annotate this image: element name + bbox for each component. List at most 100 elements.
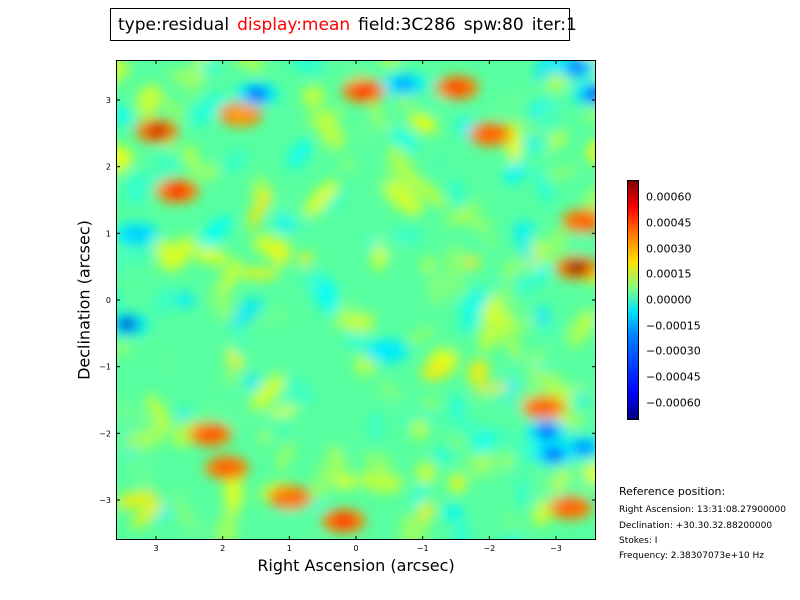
texture-blob [262, 414, 293, 439]
texture-blob [323, 191, 350, 213]
heatmap-feature [566, 61, 588, 75]
texture-blob [385, 181, 424, 215]
title-display: display:mean [237, 14, 351, 35]
texture-blob [504, 159, 527, 185]
texture-blob [430, 152, 450, 171]
texture-blob [356, 120, 373, 148]
texture-blob [485, 390, 523, 420]
texture-blob [398, 516, 430, 539]
texture-blob [117, 143, 134, 167]
texture-blob [154, 150, 179, 174]
texture-blob [519, 219, 536, 236]
texture-blob [170, 490, 189, 520]
texture-blob [229, 61, 264, 73]
x-tick-label: 3 [153, 544, 158, 553]
texture-blob [427, 285, 444, 307]
texture-blob [128, 455, 154, 488]
x-tick-label: 2 [220, 544, 225, 553]
texture-blob [210, 61, 226, 68]
texture-blob [544, 166, 579, 181]
x-tick-label: −3 [550, 544, 562, 553]
colorbar [627, 180, 639, 420]
y-tick-label: 3 [106, 96, 111, 105]
colorbar-tick-label: −0.00045 [646, 370, 701, 384]
texture-blob [534, 259, 551, 285]
texture-blob [271, 244, 288, 263]
texture-blob [297, 252, 314, 267]
y-tick-label: −3 [99, 496, 111, 505]
texture-blob [537, 369, 567, 402]
texture-blob [538, 228, 568, 265]
x-tick-label: 0 [353, 544, 358, 553]
colorbar-tick-label: 0.00060 [646, 190, 692, 204]
texture-blob [495, 532, 527, 539]
texture-blob [467, 358, 489, 387]
texture-blob [408, 327, 436, 343]
colorbar-tick-label: −0.00015 [646, 319, 701, 333]
texture-blob [415, 461, 437, 485]
texture-blob [459, 287, 481, 324]
title-field: field:3C286 [358, 14, 456, 35]
y-axis-label: Declination (arcsec) [74, 220, 94, 380]
texture-blob [298, 269, 320, 290]
texture-blob [215, 509, 238, 539]
heatmap-feature [352, 84, 375, 98]
texture-blob [585, 90, 595, 125]
x-tick-label: −1 [417, 544, 429, 553]
plot-title-box: type:residual display:mean field:3C286 s… [110, 8, 577, 41]
colorbar-tick-label: 0.00045 [646, 216, 692, 230]
heatmap-feature [229, 107, 252, 122]
texture-blob [224, 469, 243, 514]
reference-title: Reference position: [619, 485, 726, 498]
texture-blob [335, 477, 359, 489]
texture-blob [227, 297, 264, 328]
colorbar-tick-label: 0.00015 [646, 267, 692, 281]
colorbar-tick-label: −0.00060 [646, 396, 701, 410]
texture-blob [500, 452, 516, 470]
colorbar-tick-label: 0.00030 [646, 242, 692, 256]
texture-blob [532, 306, 551, 327]
texture-blob [408, 112, 438, 134]
texture-blob [216, 150, 249, 175]
texture-blob [153, 240, 185, 263]
texture-blob [388, 127, 420, 152]
texture-blob [179, 522, 221, 539]
texture-blob [449, 520, 471, 539]
texture-blob [586, 140, 595, 165]
texture-blob [273, 213, 296, 233]
texture-blob [164, 98, 185, 121]
heatmap-feature [542, 447, 565, 462]
texture-blob [421, 257, 436, 272]
texture-blob [267, 406, 300, 416]
texture-blob [239, 267, 278, 280]
texture-blob [517, 477, 530, 507]
heatmap-feature [246, 87, 268, 102]
texture-blob [210, 284, 236, 323]
texture-blob [200, 401, 217, 424]
heatmap-feature [446, 80, 468, 95]
texture-blob [489, 89, 530, 118]
texture-blob [447, 412, 483, 440]
image-plot[interactable] [116, 60, 596, 540]
texture-blob [384, 236, 406, 259]
texture-blob [117, 342, 134, 356]
texture-blob [529, 463, 568, 500]
texture-blob [117, 61, 129, 85]
texture-blob [145, 394, 172, 431]
texture-blob [502, 329, 524, 365]
texture-blob [152, 287, 175, 316]
texture-blob [287, 139, 312, 169]
texture-blob [124, 183, 143, 205]
texture-blob [497, 429, 514, 442]
texture-blob [510, 380, 545, 406]
texture-blob [387, 146, 416, 187]
y-tick-label: 0 [106, 296, 111, 305]
reference-stokes: Stokes: I [619, 536, 658, 546]
texture-blob [117, 401, 152, 435]
texture-blob [243, 373, 262, 391]
texture-blob [363, 454, 393, 467]
texture-blob [311, 272, 341, 317]
texture-blob [288, 61, 323, 76]
texture-blob [213, 399, 249, 431]
